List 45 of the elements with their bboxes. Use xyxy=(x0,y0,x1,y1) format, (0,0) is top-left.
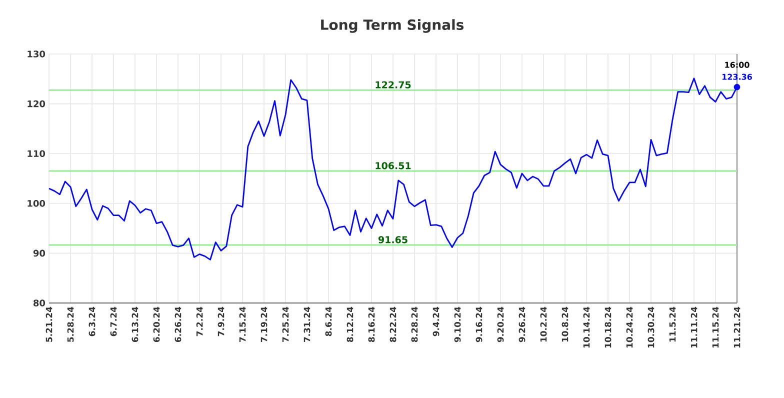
x-tick-label: 10.2.24 xyxy=(540,306,547,342)
x-tick-label: 11.15.24 xyxy=(712,306,719,348)
ref-line-label: 122.75 xyxy=(376,81,411,88)
x-tick-label: 10.8.24 xyxy=(562,306,568,342)
x-tick-label: 9.10.24 xyxy=(454,306,461,342)
ref-line-label: 91.65 xyxy=(378,236,408,244)
x-tick-label: 9.20.24 xyxy=(497,306,504,342)
annotation: 16:00 xyxy=(725,62,750,68)
x-tick-label: 7.19.24 xyxy=(260,306,268,342)
y-tick-label: 110 xyxy=(28,150,46,157)
x-tick-label: 8.12.24 xyxy=(346,306,354,342)
ref-line-label: 106.51 xyxy=(376,162,411,170)
x-tick-label: 7.15.24 xyxy=(239,306,246,342)
x-tick-label: 11.5.24 xyxy=(669,306,676,342)
x-tick-label: 10.24.24 xyxy=(626,306,633,348)
chart-title: Long Term Signals xyxy=(321,19,464,33)
x-tick-label: 8.28.24 xyxy=(411,306,418,342)
x-tick-label: 5.21.24 xyxy=(46,306,52,342)
x-tick-label: 6.26.24 xyxy=(174,306,182,342)
y-tick-label: 120 xyxy=(28,100,46,108)
x-tick-label: 8.16.24 xyxy=(368,306,375,342)
x-tick-label: 7.31.24 xyxy=(304,306,310,342)
x-tick-label: 9.16.24 xyxy=(476,306,482,342)
x-tick-label: 8.22.24 xyxy=(390,306,396,342)
x-tick-label: 10.18.24 xyxy=(604,306,612,348)
y-tick-label: 100 xyxy=(28,200,46,207)
x-tick-label: 6.3.24 xyxy=(88,306,96,336)
x-tick-label: 11.21.24 xyxy=(734,306,740,348)
x-tick-label: 7.25.24 xyxy=(282,306,289,342)
x-tick-label: 5.28.24 xyxy=(67,306,74,342)
x-tick-label: 7.2.24 xyxy=(196,306,203,336)
x-tick-label: 11.11.24 xyxy=(690,306,698,348)
x-tick-label: 8.6.24 xyxy=(325,306,332,336)
x-tick-label: 9.4.24 xyxy=(432,306,440,336)
y-tick-label: 80 xyxy=(34,300,46,306)
x-tick-label: 10.14.24 xyxy=(583,306,590,348)
x-tick-label: 10.30.24 xyxy=(648,306,654,348)
x-tick-label: 6.7.24 xyxy=(110,306,117,336)
x-tick-label: 6.20.24 xyxy=(153,306,160,342)
x-tick-label: 6.13.24 xyxy=(132,306,138,342)
y-tick-label: 130 xyxy=(28,50,46,58)
x-tick-label: 7.9.24 xyxy=(218,306,224,336)
x-tick-label: 9.26.24 xyxy=(518,306,526,342)
y-tick-label: 90 xyxy=(33,250,46,257)
annotation: 123.36 xyxy=(722,74,752,80)
